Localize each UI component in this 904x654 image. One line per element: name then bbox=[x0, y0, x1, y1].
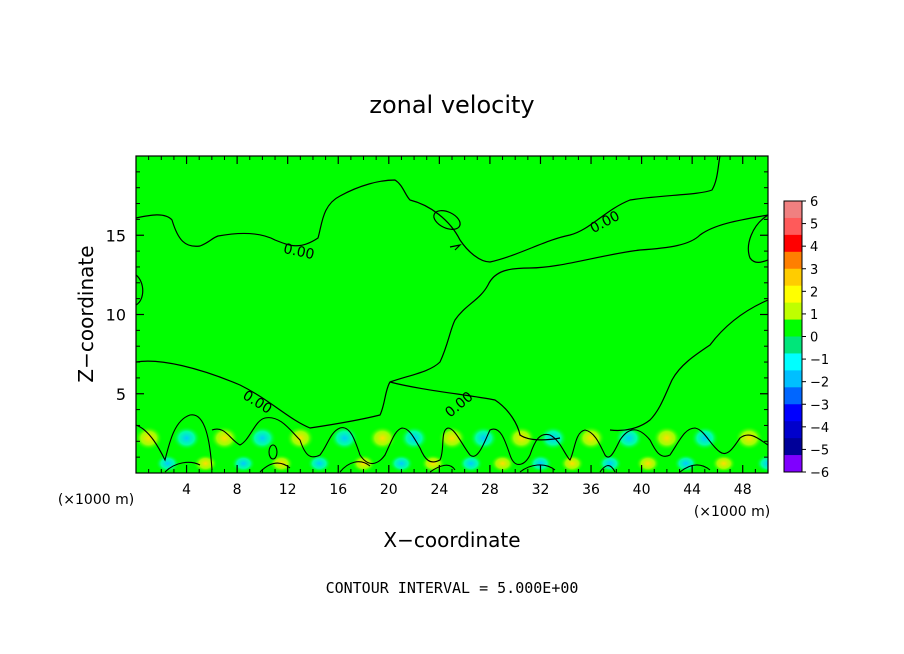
x-tick-label: 28 bbox=[481, 482, 499, 498]
colorbar-swatch bbox=[784, 438, 802, 456]
y-axis-label: Z−coordinate bbox=[74, 245, 98, 382]
colorbar-tick-label: −1 bbox=[810, 353, 829, 368]
velocity-spot bbox=[389, 454, 414, 473]
x-axis: 4 8 12 16 20 24 28 32 36 40 44 48 bbox=[148, 156, 756, 498]
colorbar-swatch bbox=[784, 319, 802, 337]
contour-interval-text: CONTOUR INTERVAL = 5.000E+00 bbox=[326, 579, 579, 597]
velocity-spot bbox=[307, 454, 332, 473]
colorbar-tick-label: −5 bbox=[810, 443, 829, 458]
colorbar-swatch bbox=[784, 404, 802, 422]
colorbar-tick-label: 4 bbox=[810, 240, 818, 255]
colorbar-swatch bbox=[784, 285, 802, 304]
x-tick-label: 24 bbox=[430, 482, 448, 498]
y-tick-label: 5 bbox=[116, 385, 126, 404]
contour-loop-small bbox=[433, 210, 461, 230]
velocity-spot bbox=[756, 454, 768, 473]
colorbar-tick-label: −3 bbox=[810, 398, 829, 413]
velocity-spot bbox=[507, 426, 536, 451]
velocity-spot bbox=[711, 454, 736, 473]
colorbar-swatch bbox=[784, 251, 802, 270]
velocity-spot bbox=[673, 454, 698, 473]
chart-title: zonal velocity bbox=[369, 91, 534, 119]
velocity-spot bbox=[528, 454, 553, 473]
contour-edge-left bbox=[136, 274, 144, 306]
velocity-spot bbox=[136, 426, 163, 451]
plot-area: 0.00 0.00 0.00 0.00 bbox=[136, 156, 768, 473]
x-tick-label: 4 bbox=[182, 482, 191, 498]
colorbar-tick-label: 2 bbox=[810, 285, 818, 300]
colorbar-swatch bbox=[784, 455, 802, 473]
velocity-spot bbox=[330, 426, 359, 451]
velocity-spot bbox=[248, 426, 277, 451]
velocity-spot bbox=[614, 426, 643, 451]
colorbar-tick-label: −2 bbox=[810, 376, 829, 391]
velocity-spot bbox=[560, 454, 585, 473]
y-axis: 5 10 15 bbox=[106, 171, 768, 458]
colorbar-tick-label: −4 bbox=[810, 421, 829, 436]
colorbar-tick-label: −6 bbox=[810, 466, 829, 481]
colorbar-tick-label: 6 bbox=[810, 195, 818, 210]
colorbar-tick-label: 0 bbox=[810, 331, 818, 346]
velocity-spot bbox=[577, 426, 606, 451]
velocity-spot bbox=[539, 426, 568, 451]
colorbar: 6 5 4 3 2 1 0 −1 −2 −3 −4 −5 −6 bbox=[783, 195, 829, 481]
x-axis-label: X−coordinate bbox=[383, 528, 520, 552]
x-tick-label: 20 bbox=[380, 482, 398, 498]
contour-wavy-bottom bbox=[136, 414, 768, 471]
velocity-spot bbox=[438, 426, 466, 451]
contour-line-upper bbox=[136, 156, 721, 263]
x-tick-label: 36 bbox=[582, 482, 600, 498]
contour-loop-bottom bbox=[268, 444, 278, 460]
y-tick-label: 10 bbox=[106, 306, 126, 325]
colorbar-swatch bbox=[784, 201, 802, 219]
velocity-spot bbox=[231, 454, 256, 473]
contour-line-right bbox=[609, 299, 768, 432]
contour-line-lower bbox=[136, 214, 768, 429]
x-tick-label: 16 bbox=[329, 482, 347, 498]
colorbar-swatch bbox=[784, 268, 802, 287]
colorbar-swatch bbox=[784, 387, 802, 405]
x-tick-label: 40 bbox=[633, 482, 651, 498]
contour-tick-small bbox=[449, 244, 462, 251]
colorbar-tick-label: 5 bbox=[810, 218, 818, 233]
contour-label: 0.00 bbox=[282, 241, 316, 263]
x-unit-left: (×1000 m) bbox=[58, 492, 134, 508]
colorbar-swatch bbox=[784, 370, 802, 388]
velocity-spot bbox=[469, 426, 498, 451]
velocity-spot bbox=[351, 454, 376, 473]
field-background bbox=[136, 156, 768, 473]
velocity-spot bbox=[490, 454, 515, 473]
velocity-spot bbox=[735, 426, 764, 451]
x-tick-label: 8 bbox=[233, 482, 242, 498]
velocity-spot bbox=[210, 426, 239, 451]
colorbar-tick-label: 3 bbox=[810, 263, 818, 278]
y-tick-label: 15 bbox=[106, 226, 126, 245]
colorbar-swatch bbox=[784, 336, 802, 354]
colorbar-swatch bbox=[784, 302, 802, 321]
colorbar-swatch bbox=[784, 217, 802, 236]
x-unit-right: (×1000 m) bbox=[694, 504, 770, 520]
velocity-spot bbox=[155, 454, 180, 473]
velocity-spot bbox=[635, 454, 660, 473]
x-tick-label: 12 bbox=[279, 482, 297, 498]
colorbar-swatch bbox=[784, 353, 802, 371]
velocity-spot bbox=[652, 426, 681, 451]
contour-edge-right bbox=[747, 214, 768, 263]
contour-bottom-2 bbox=[164, 461, 711, 473]
x-tick-label: 48 bbox=[734, 482, 752, 498]
colorbar-tick-label: 1 bbox=[810, 308, 818, 323]
colorbar-swatch bbox=[784, 234, 802, 253]
x-tick-label: 44 bbox=[683, 482, 701, 498]
velocity-spot bbox=[458, 454, 483, 473]
colorbar-swatch bbox=[784, 421, 802, 439]
velocity-spot bbox=[172, 426, 201, 451]
x-tick-label: 32 bbox=[532, 482, 550, 498]
